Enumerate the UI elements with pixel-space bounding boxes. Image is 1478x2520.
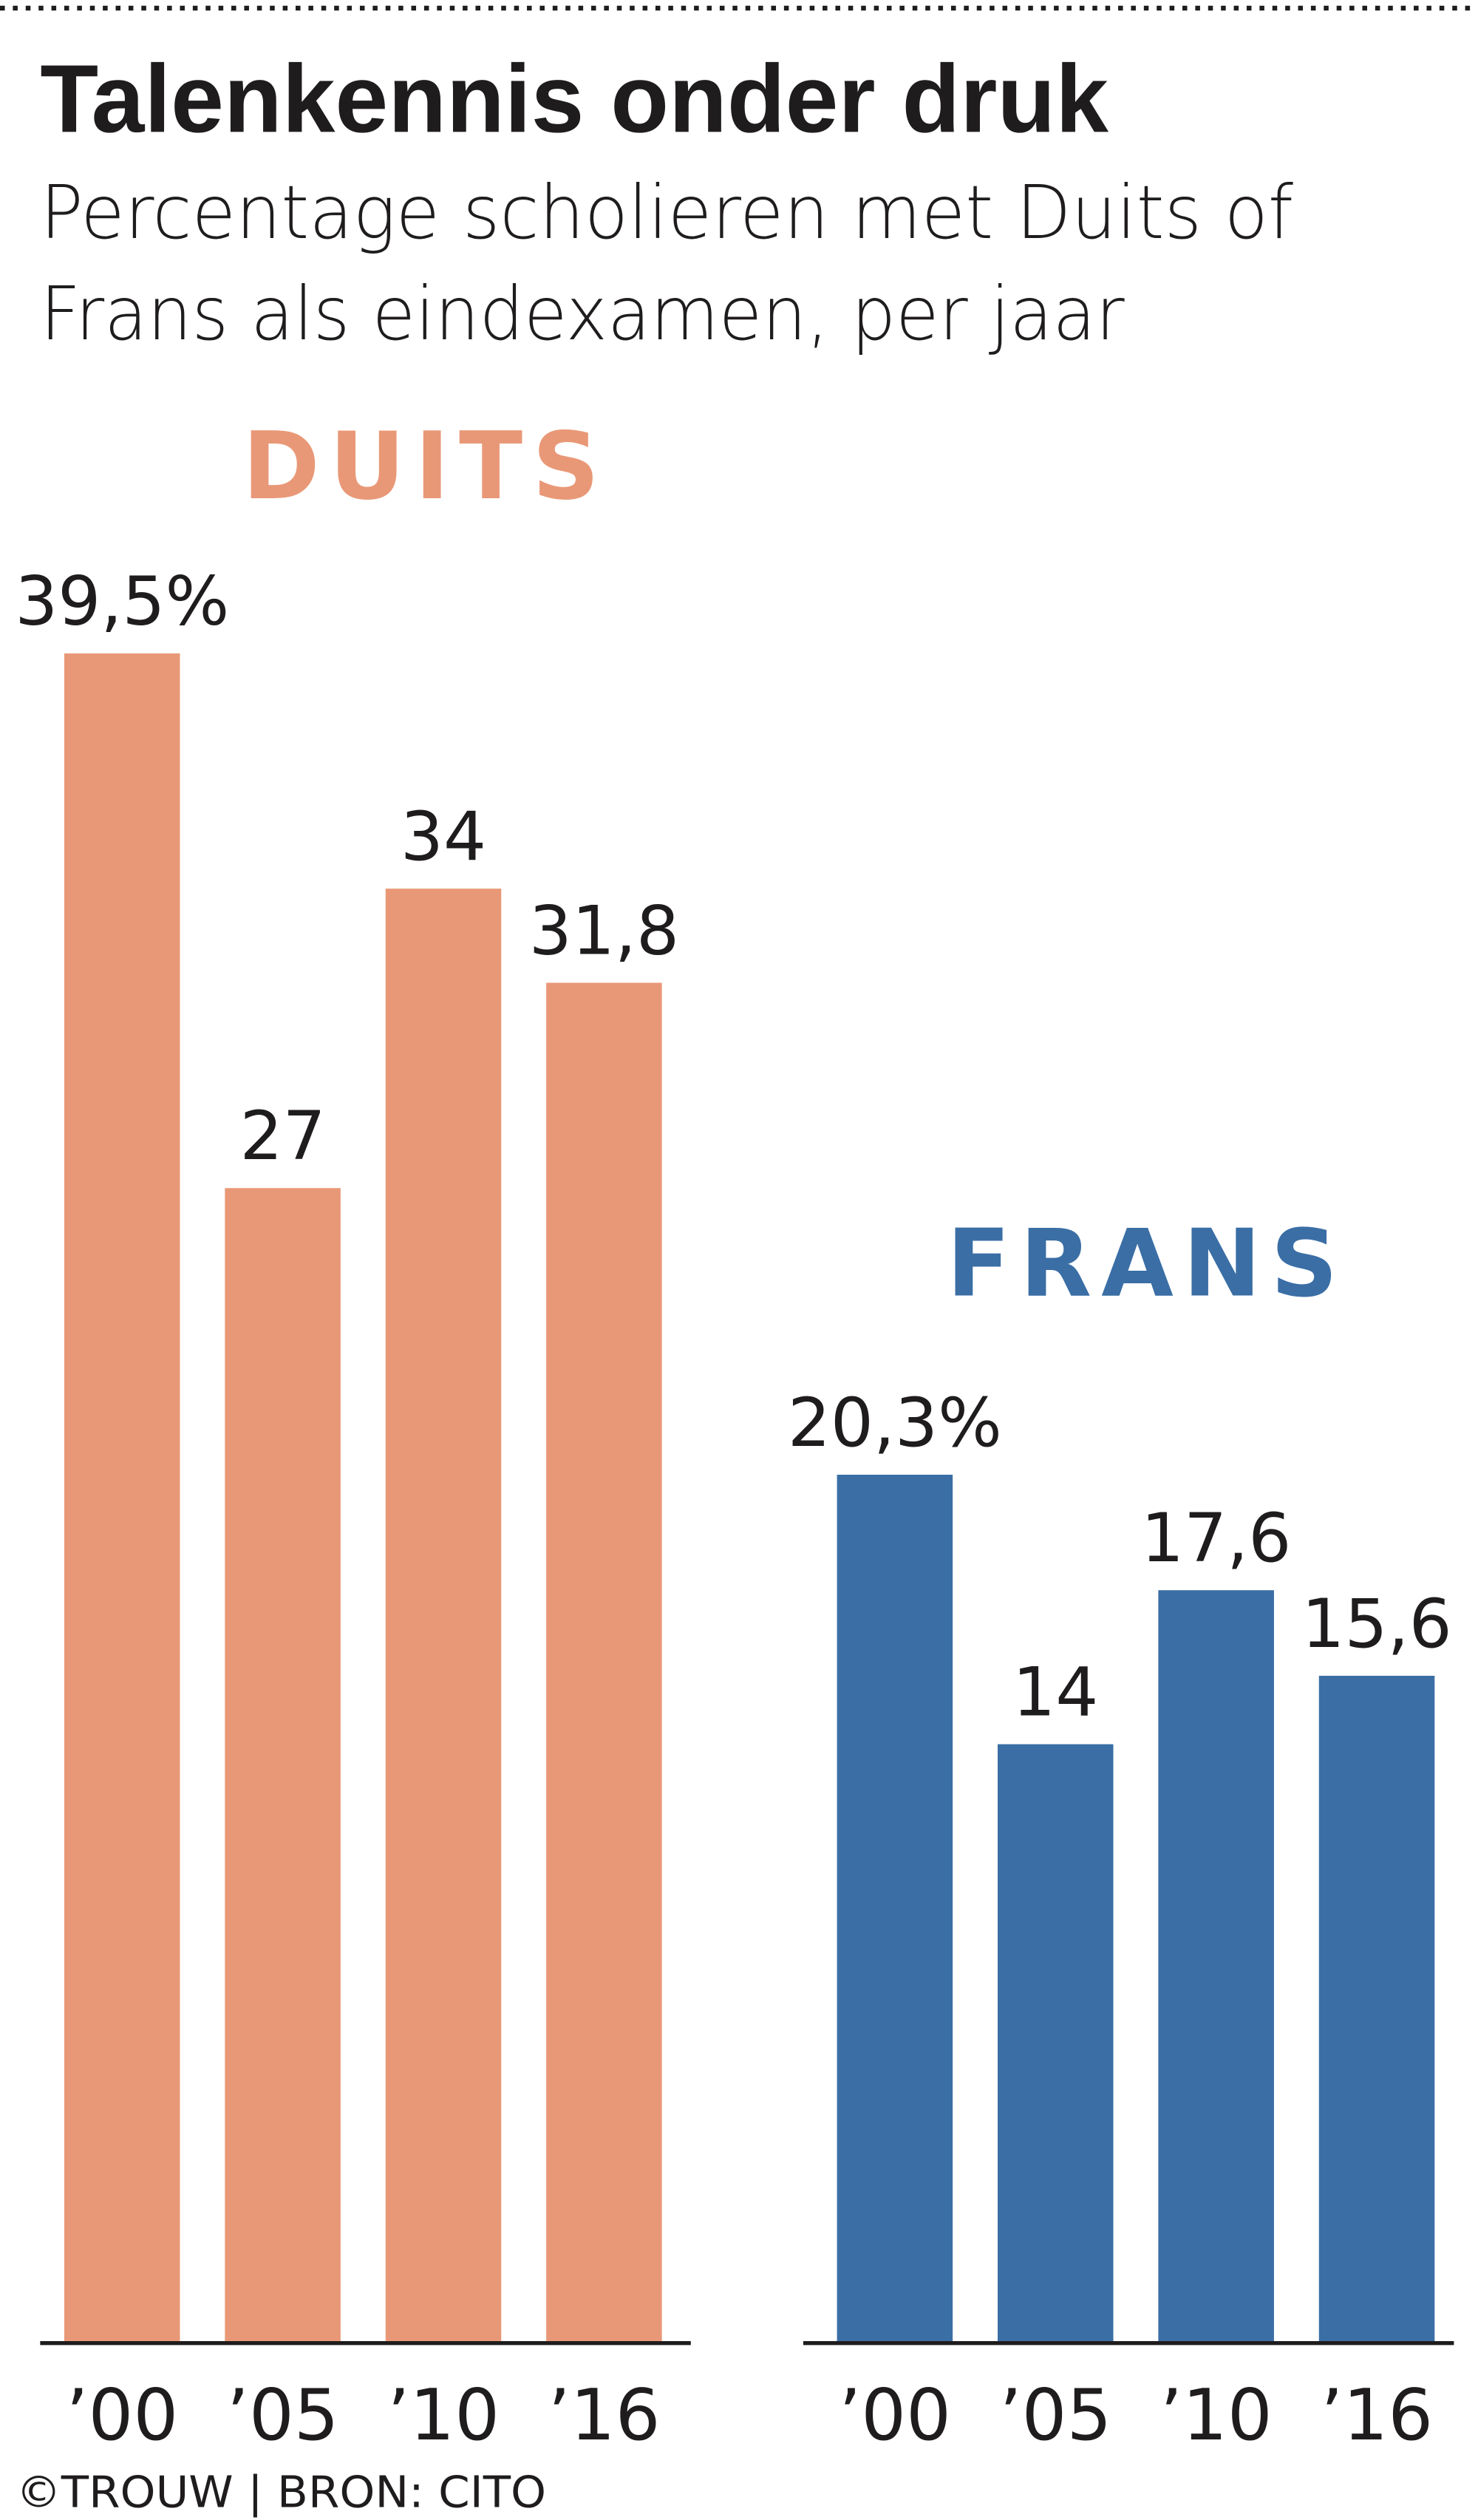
chart-subtitle-line1: Percentage scholieren met Duits of: [40, 169, 1293, 256]
duits-bar-2: [385, 889, 502, 2343]
frans-value-label-1: 14: [1012, 1652, 1098, 1731]
frans-bar-1: [998, 1744, 1114, 2343]
frans-x-tick-label-3: ’16: [1321, 2374, 1433, 2456]
duits-bar-0: [64, 653, 180, 2343]
frans-panel-title: FRANS: [947, 1209, 1347, 1317]
frans-x-tick-label-1: ’05: [999, 2374, 1111, 2456]
duits-value-label-0: 39,5%: [15, 562, 229, 641]
duits-value-label-3: 31,8: [529, 891, 679, 970]
duits-x-tick-label-0: ’00: [66, 2374, 178, 2456]
duits-x-tick-label-3: ’16: [548, 2374, 660, 2456]
frans-bar-0: [837, 1474, 953, 2343]
duits-x-tick-label-1: ’05: [227, 2374, 339, 2456]
frans-x-tick-label-2: ’10: [1160, 2374, 1273, 2456]
frans-bar-2: [1158, 1590, 1274, 2343]
chart-subtitle-line2: Frans als eindexamen, per jaar: [40, 271, 1125, 357]
frans-bar-3: [1318, 1675, 1435, 2343]
footer-credit: ©TROUW | BRON: CITO: [16, 2467, 546, 2517]
frans-value-label-0: 20,3%: [788, 1383, 1002, 1462]
duits-x-tick-label-2: ’10: [387, 2374, 500, 2456]
duits-panel-title: DUITS: [242, 412, 609, 520]
frans-value-label-2: 17,6: [1141, 1498, 1291, 1577]
duits-value-label-1: 27: [240, 1096, 326, 1175]
duits-bar-3: [546, 982, 662, 2343]
frans-value-label-3: 15,6: [1301, 1584, 1451, 1663]
duits-value-label-2: 34: [401, 797, 486, 876]
frans-x-tick-label-0: ’00: [839, 2374, 951, 2456]
chart-title: Talenkennis onder druk: [40, 44, 1108, 152]
duits-bar-1: [225, 1188, 341, 2343]
